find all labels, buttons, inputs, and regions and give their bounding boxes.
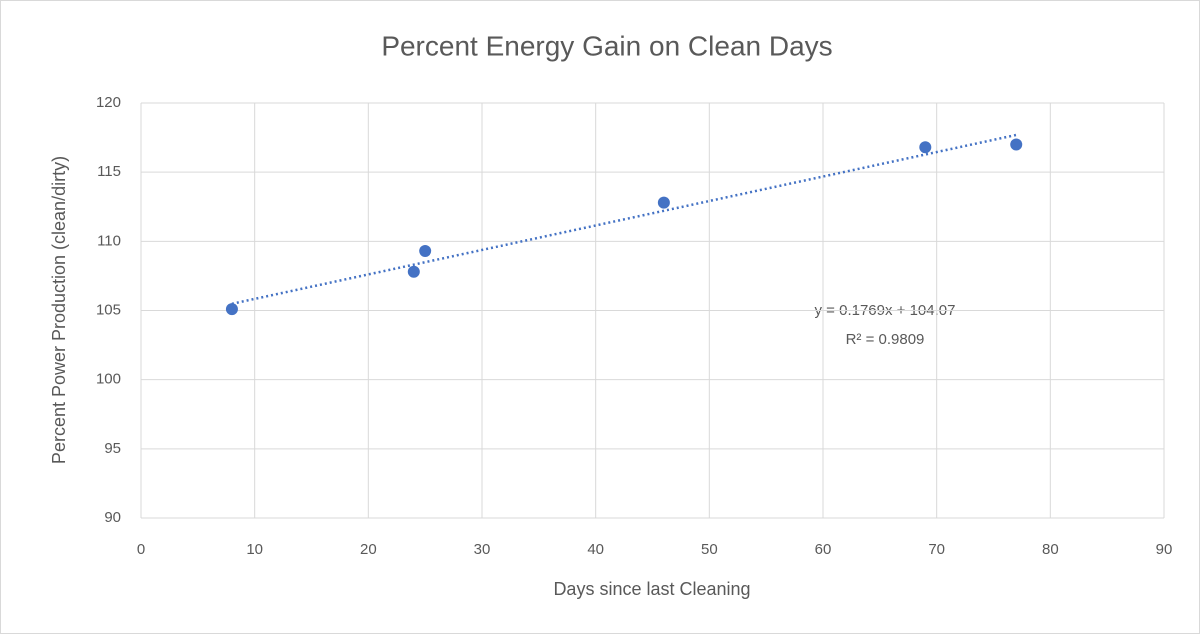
x-tick-label: 50 (701, 541, 718, 558)
data-point (407, 265, 420, 278)
y-tick-label: 90 (104, 509, 121, 526)
chart-title: Percent Energy Gain on Clean Days (381, 30, 832, 61)
x-tick-label: 80 (1042, 541, 1059, 558)
x-tick-label: 90 (1156, 541, 1173, 558)
data-point (657, 196, 670, 209)
y-tick-label: 110 (97, 232, 121, 249)
x-tick-label: 40 (587, 541, 604, 558)
x-axis-label: Days since last Cleaning (553, 579, 750, 599)
x-tick-label: 70 (928, 541, 945, 558)
x-tick-label: 60 (815, 541, 832, 558)
x-tick-label: 20 (360, 541, 377, 558)
y-tick-label: 120 (96, 94, 121, 111)
y-tick-label: 115 (97, 163, 121, 180)
data-point (419, 245, 432, 258)
trendline (231, 133, 1017, 306)
x-tick-label: 10 (246, 541, 263, 558)
data-point (1010, 138, 1023, 151)
trendline-r-squared: R² = 0.9809 (846, 331, 925, 348)
y-tick-label: 100 (96, 371, 121, 388)
data-point (919, 141, 932, 154)
x-tick-label: 0 (137, 541, 145, 558)
y-axis-label: Percent Power Production (clean/dirty) (49, 156, 69, 464)
data-point (225, 303, 238, 316)
y-tick-label: 95 (104, 440, 121, 457)
y-tick-label: 105 (96, 301, 121, 318)
x-tick-label: 30 (474, 541, 491, 558)
